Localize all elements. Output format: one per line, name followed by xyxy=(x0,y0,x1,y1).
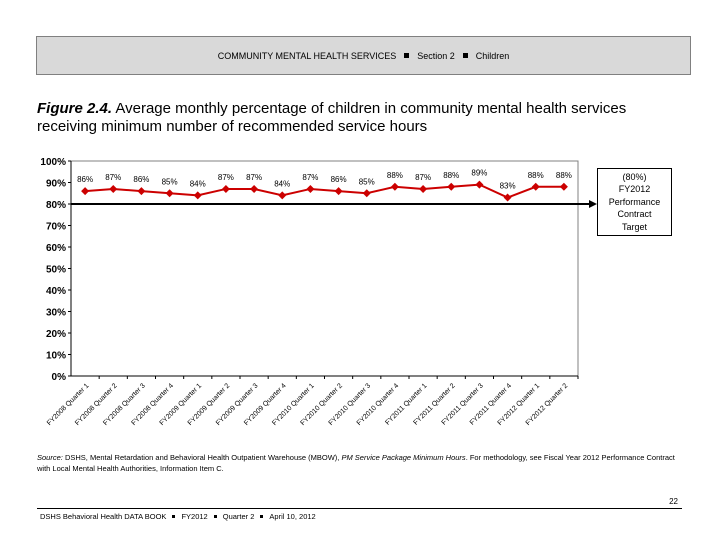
target-label-line: FY2012 xyxy=(618,184,651,195)
data-point xyxy=(278,191,287,200)
data-point xyxy=(109,184,118,193)
data-point xyxy=(390,182,399,191)
bullet-icon xyxy=(260,515,264,518)
data-point xyxy=(165,189,174,198)
data-label: 87% xyxy=(218,173,234,182)
y-tick-label: 50% xyxy=(46,265,66,276)
y-tick-label: 70% xyxy=(46,222,66,233)
data-point xyxy=(362,189,371,198)
data-label: 88% xyxy=(387,171,403,180)
data-point xyxy=(306,184,315,193)
series-line xyxy=(85,183,564,199)
data-label: 87% xyxy=(302,173,318,182)
data-point xyxy=(81,187,90,196)
bullet-icon xyxy=(172,515,176,518)
data-label: 87% xyxy=(415,173,431,182)
footer-date: April 10, 2012 xyxy=(269,512,316,521)
data-label: 84% xyxy=(190,179,206,188)
target-label-line: (80%) xyxy=(622,171,647,182)
bullet-icon xyxy=(404,53,410,58)
figure-label: Figure 2.4. xyxy=(37,100,113,117)
plot-area xyxy=(70,160,579,377)
bullet-icon xyxy=(462,53,468,58)
figure-title-text: Average monthly percentage of children i… xyxy=(37,100,627,135)
header-part: Section 2 xyxy=(417,50,455,61)
data-label: 84% xyxy=(274,179,290,188)
y-tick-label: 60% xyxy=(46,243,66,254)
bullet-icon xyxy=(213,515,217,518)
data-label: 88% xyxy=(528,171,544,180)
y-tick-label: 80% xyxy=(46,200,66,211)
data-label: 88% xyxy=(556,171,572,180)
data-point xyxy=(559,182,568,191)
source-text-2: . For methodology, see Fiscal Year 2012 … xyxy=(37,453,675,473)
data-point xyxy=(503,193,512,202)
figure-title: Figure 2.4. Average monthly percentage o… xyxy=(37,100,677,136)
y-tick-label: 100% xyxy=(40,157,66,168)
header-section: COMMUNITY MENTAL HEALTH SERVICES xyxy=(217,50,397,61)
data-label: 86% xyxy=(133,175,149,184)
data-label: 87% xyxy=(246,173,262,182)
source-note: Source: DSHS, Mental Retardation and Beh… xyxy=(37,452,677,474)
data-point xyxy=(334,187,343,196)
data-label: 89% xyxy=(471,169,487,178)
target-label-line: Contract xyxy=(617,209,652,220)
data-point xyxy=(193,191,202,200)
data-label: 83% xyxy=(500,182,516,191)
source-text: DSHS, Mental Retardation and Behavioral … xyxy=(62,453,342,462)
y-tick-label: 0% xyxy=(52,372,67,383)
target-arrow-icon xyxy=(589,200,597,208)
section-header: COMMUNITY MENTAL HEALTH SERVICES Section… xyxy=(36,36,691,75)
data-point xyxy=(250,184,259,193)
footer-rule xyxy=(37,508,682,509)
y-tick-label: 30% xyxy=(46,308,66,319)
footer-quarter: Quarter 2 xyxy=(222,512,255,521)
data-label: 86% xyxy=(77,175,93,184)
target-label-box: (80%) FY2012 Performance Contract Target xyxy=(597,168,672,236)
source-measure: PM Service Package Minimum Hours xyxy=(341,453,466,462)
data-label: 85% xyxy=(359,177,375,186)
data-point xyxy=(475,180,484,189)
data-label: 87% xyxy=(105,173,121,182)
y-tick-label: 90% xyxy=(46,179,66,190)
page-number: 22 xyxy=(669,497,678,506)
data-point xyxy=(221,184,230,193)
footer-book: DSHS Behavioral Health DATA BOOK xyxy=(40,512,167,521)
data-label: 85% xyxy=(162,177,178,186)
data-point xyxy=(531,182,540,191)
footer-year: FY2012 xyxy=(181,512,208,521)
footer: DSHS Behavioral Health DATA BOOK FY2012 … xyxy=(40,512,316,521)
data-label: 88% xyxy=(443,171,459,180)
y-tick-label: 40% xyxy=(46,286,66,297)
target-label-line: Target xyxy=(621,221,647,232)
data-label: 86% xyxy=(331,175,347,184)
data-point xyxy=(419,184,428,193)
y-tick-label: 20% xyxy=(46,329,66,340)
header-topic: Children xyxy=(475,50,510,61)
y-tick-label: 10% xyxy=(46,351,66,362)
target-label-line: Performance xyxy=(608,196,661,207)
data-point xyxy=(137,187,146,196)
data-point xyxy=(447,182,456,191)
source-prefix: Source: xyxy=(37,453,63,462)
